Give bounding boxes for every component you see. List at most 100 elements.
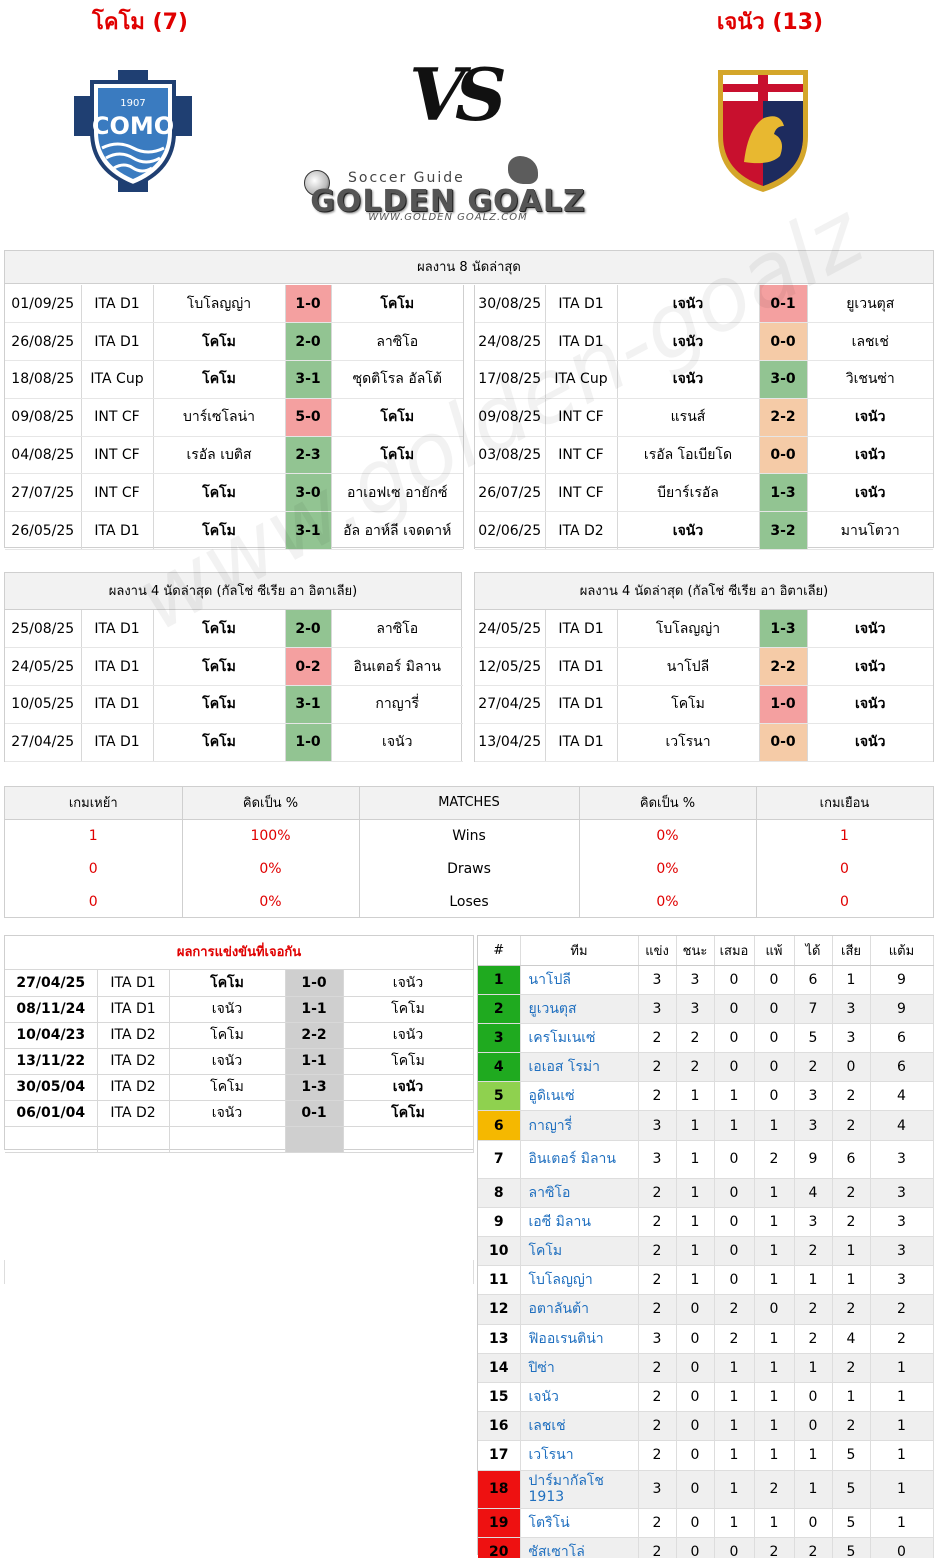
match-team2[interactable]: วิเชนซ่า: [807, 360, 933, 399]
match-team2[interactable]: เจนัว: [807, 647, 933, 687]
standings-row[interactable]: 6 กาญารี่ 3 1 1 1 3 2 4: [478, 1110, 934, 1141]
standings-team-link[interactable]: เจนัว: [520, 1382, 639, 1413]
match-team2[interactable]: เลชเช่: [807, 322, 933, 362]
match-team1[interactable]: เจนัว: [617, 322, 760, 362]
match-team1[interactable]: โคโม: [153, 723, 286, 762]
h2h-team1[interactable]: โคโม: [169, 1022, 286, 1049]
h2h-team2[interactable]: โคโม: [343, 1048, 474, 1075]
match-team1[interactable]: โคโม: [153, 322, 286, 362]
standings-row[interactable]: 18 ปาร์มากัลโช 1913 3 0 1 2 1 5 1: [478, 1470, 934, 1509]
match-row[interactable]: 27/04/25 ITA D1 โคโม 1-0 เจนัว: [5, 723, 463, 762]
match-team1[interactable]: นาโปลี: [617, 647, 760, 687]
h2h-team2[interactable]: เจนัว: [343, 970, 474, 997]
match-team2[interactable]: เจนัว: [807, 723, 933, 762]
standings-team-link[interactable]: เครโมเนเซ่: [520, 1023, 639, 1054]
match-team2[interactable]: ยูเวนตุส: [807, 285, 933, 324]
match-team2[interactable]: เจนัว: [807, 436, 933, 475]
match-team1[interactable]: เจนัว: [617, 511, 760, 551]
match-team2[interactable]: อาเอฟเซ อายักซ์: [331, 473, 463, 513]
standings-row[interactable]: 4 เอเอส โรม่า 2 2 0 0 2 0 6: [478, 1052, 934, 1083]
match-row[interactable]: 01/09/25 ITA D1 โบโลญญ่า 1-0 โคโม: [5, 285, 463, 324]
match-row[interactable]: 02/06/25 ITA D2 เจนัว 3-2 มานโตวา: [475, 511, 933, 551]
h2h-row[interactable]: 06/01/04 ITA D2 เจนัว 0-1 โคโม: [5, 1100, 474, 1127]
standings-team-link[interactable]: นาโปลี: [520, 965, 639, 995]
match-team2[interactable]: กาญารี่: [331, 685, 463, 724]
h2h-team1[interactable]: เจนัว: [169, 1048, 286, 1075]
standings-row[interactable]: 7 อินเตอร์ มิลาน 3 1 0 2 9 6 3: [478, 1140, 934, 1179]
match-team2[interactable]: เจนัว: [807, 398, 933, 437]
standings-team-link[interactable]: โบโลญญ่า: [520, 1265, 639, 1296]
h2h-row[interactable]: 08/11/24 ITA D1 เจนัว 1-1 โคโม: [5, 996, 474, 1023]
match-row[interactable]: 12/05/25 ITA D1 นาโปลี 2-2 เจนัว: [475, 647, 933, 687]
match-row[interactable]: 24/05/25 ITA D1 โคโม 0-2 อินเตอร์ มิลาน: [5, 647, 463, 687]
match-row[interactable]: 18/08/25 ITA Cup โคโม 3-1 ซุดติโรล อัลโต้: [5, 360, 463, 399]
h2h-team2[interactable]: เจนัว: [343, 1074, 474, 1101]
match-team1[interactable]: บียาร์เรอัล: [617, 473, 760, 513]
standings-team-link[interactable]: ฟิออเรนติน่า: [520, 1324, 639, 1354]
match-team1[interactable]: โคโม: [153, 360, 286, 399]
standings-team-link[interactable]: เอซี มิลาน: [520, 1207, 639, 1238]
match-team1[interactable]: โคโม: [153, 647, 286, 687]
match-team1[interactable]: โคโม: [153, 610, 286, 649]
standings-team-link[interactable]: ลาซิโอ: [520, 1178, 639, 1208]
standings-team-link[interactable]: อูดิเนเซ่: [520, 1081, 639, 1112]
match-row[interactable]: 26/05/25 ITA D1 โคโม 3-1 อัล อาห์ลี เจดดาห์: [5, 511, 463, 551]
h2h-row[interactable]: 10/04/23 ITA D2 โคโม 2-2 เจนัว: [5, 1022, 474, 1049]
standings-team-link[interactable]: อินเตอร์ มิลาน: [520, 1140, 639, 1179]
h2h-team2[interactable]: โคโม: [343, 1100, 474, 1127]
standings-row[interactable]: 17 เวโรนา 2 0 1 1 1 5 1: [478, 1440, 934, 1471]
h2h-team2[interactable]: โคโม: [343, 996, 474, 1023]
h2h-row[interactable]: 13/11/22 ITA D2 เจนัว 1-1 โคโม: [5, 1048, 474, 1075]
match-team2[interactable]: ลาซิโอ: [331, 322, 463, 362]
match-row[interactable]: 24/08/25 ITA D1 เจนัว 0-0 เลชเช่: [475, 322, 933, 362]
standings-row[interactable]: 14 ปิซ่า 2 0 1 1 1 2 1: [478, 1353, 934, 1383]
match-team1[interactable]: โบโลญญ่า: [153, 285, 286, 324]
match-team2[interactable]: อินเตอร์ มิลาน: [331, 647, 463, 687]
match-team2[interactable]: อัล อาห์ลี เจดดาห์: [331, 511, 463, 551]
match-team2[interactable]: ลาซิโอ: [331, 610, 463, 649]
match-row[interactable]: 03/08/25 INT CF เรอัล โอเบียโด 0-0 เจนัว: [475, 436, 933, 475]
h2h-team1[interactable]: เจนัว: [169, 996, 286, 1023]
match-team2[interactable]: ซุดติโรล อัลโต้: [331, 360, 463, 399]
standings-team-link[interactable]: โคโม: [520, 1236, 639, 1267]
standings-team-link[interactable]: ซัสเซาโล่: [520, 1537, 639, 1558]
standings-team-link[interactable]: อตาลันต้า: [520, 1294, 639, 1325]
h2h-row[interactable]: 30/05/04 ITA D2 โคโม 1-3 เจนัว: [5, 1074, 474, 1101]
match-row[interactable]: 26/07/25 INT CF บียาร์เรอัล 1-3 เจนัว: [475, 473, 933, 513]
h2h-team2[interactable]: เจนัว: [343, 1022, 474, 1049]
standings-team-link[interactable]: ยูเวนตุส: [520, 994, 639, 1024]
match-row[interactable]: 30/08/25 ITA D1 เจนัว 0-1 ยูเวนตุส: [475, 285, 933, 324]
match-row[interactable]: 10/05/25 ITA D1 โคโม 3-1 กาญารี่: [5, 685, 463, 724]
match-row[interactable]: 04/08/25 INT CF เรอัล เบติส 2-3 โคโม: [5, 436, 463, 475]
match-team2[interactable]: โคโม: [331, 398, 463, 437]
match-row[interactable]: 26/08/25 ITA D1 โคโม 2-0 ลาซิโอ: [5, 322, 463, 362]
match-team2[interactable]: มานโตวา: [807, 511, 933, 551]
match-team1[interactable]: เจนัว: [617, 285, 760, 324]
standings-row[interactable]: 19 โตริโน่ 2 0 1 1 0 5 1: [478, 1508, 934, 1538]
standings-team-link[interactable]: ปาร์มากัลโช 1913: [520, 1470, 639, 1509]
match-row[interactable]: 27/07/25 INT CF โคโม 3-0 อาเอฟเซ อายักซ์: [5, 473, 463, 513]
standings-team-link[interactable]: โตริโน่: [520, 1508, 639, 1538]
match-row[interactable]: 17/08/25 ITA Cup เจนัว 3-0 วิเชนซ่า: [475, 360, 933, 399]
match-row[interactable]: 13/04/25 ITA D1 เวโรนา 0-0 เจนัว: [475, 723, 933, 762]
match-team1[interactable]: บาร์เซโลน่า: [153, 398, 286, 437]
match-team1[interactable]: เรอัล เบติส: [153, 436, 286, 475]
match-team1[interactable]: โบโลญญ่า: [617, 610, 760, 649]
home-team-logo[interactable]: 1907 COMO: [74, 70, 192, 192]
standings-team-link[interactable]: เลชเช่: [520, 1411, 639, 1442]
match-team1[interactable]: โคโม: [153, 685, 286, 724]
standings-row[interactable]: 15 เจนัว 2 0 1 1 0 1 1: [478, 1382, 934, 1413]
standings-row[interactable]: 16 เลชเช่ 2 0 1 1 0 2 1: [478, 1411, 934, 1442]
match-team1[interactable]: เจนัว: [617, 360, 760, 399]
standings-row[interactable]: 3 เครโมเนเซ่ 2 2 0 0 5 3 6: [478, 1023, 934, 1054]
match-team2[interactable]: เจนัว: [331, 723, 463, 762]
h2h-row[interactable]: 27/04/25 ITA D1 โคโม 1-0 เจนัว: [5, 970, 474, 997]
match-team2[interactable]: เจนัว: [807, 610, 933, 649]
match-team1[interactable]: แรนส์: [617, 398, 760, 437]
match-team2[interactable]: โคโม: [331, 285, 463, 324]
standings-row[interactable]: 8 ลาซิโอ 2 1 0 1 4 2 3: [478, 1178, 934, 1208]
standings-row[interactable]: 1 นาโปลี 3 3 0 0 6 1 9: [478, 965, 934, 995]
standings-row[interactable]: 20 ซัสเซาโล่ 2 0 0 2 2 5 0: [478, 1537, 934, 1558]
h2h-team1[interactable]: โคโม: [169, 970, 286, 997]
standings-row[interactable]: 2 ยูเวนตุส 3 3 0 0 7 3 9: [478, 994, 934, 1024]
